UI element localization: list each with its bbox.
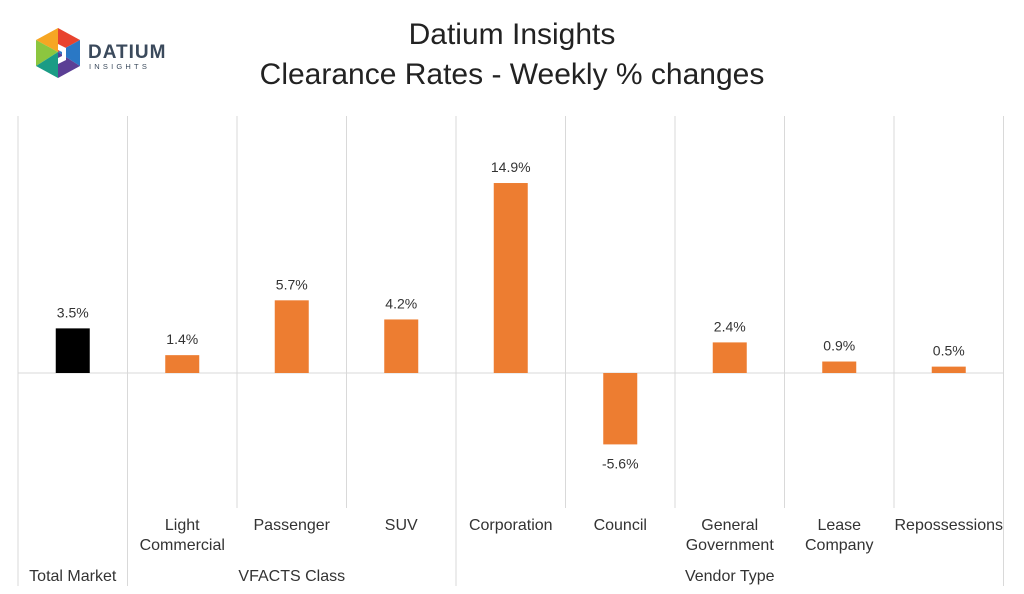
category-label-5-line-1: Council [594, 517, 647, 534]
group-label-2: Vendor Type [685, 568, 775, 585]
value-label-3: 4.2% [385, 295, 417, 311]
logo-wordmark: DATIUM [88, 42, 166, 63]
category-label-3-line-1: SUV [385, 517, 418, 534]
bar-8 [931, 366, 966, 373]
category-labels: Light Commercial Passenger SUV Corporation Co… [140, 517, 1003, 554]
bar-1 [165, 355, 200, 373]
bars [55, 183, 966, 445]
category-label-1-line-1: Light [165, 517, 200, 534]
logo-tagline: INSIGHTS [89, 62, 150, 71]
bar-5 [603, 373, 638, 445]
value-label-2: 5.7% [276, 276, 308, 292]
category-label-2-line-1: Passenger [254, 517, 331, 534]
value-labels: 3.5% 1.4% 5.7% 4.2% 14.9% -5.6% 2.4% 0.9% 0.5% [57, 159, 965, 471]
group-label-1: VFACTS Class [238, 568, 345, 585]
bar-3 [384, 319, 419, 373]
bar-7 [822, 361, 857, 373]
value-label-6: 2.4% [714, 318, 746, 334]
logo-teal-facet [36, 52, 58, 78]
bar-2 [274, 300, 309, 373]
chart-title: Datium Insights Clearance Rates - Weekly … [260, 18, 765, 91]
chart-title-line-1: Datium Insights [409, 18, 616, 51]
datium-logo: DATIUM INSIGHTS [36, 28, 166, 78]
group-label-0: Total Market [29, 568, 117, 585]
value-label-4: 14.9% [491, 159, 531, 175]
bar-0 [55, 328, 90, 373]
logo-blue-facet [58, 40, 80, 66]
logo-d-mark [58, 44, 66, 64]
category-label-7-line-2: Company [805, 537, 873, 554]
value-label-8: 0.5% [933, 343, 965, 359]
category-label-7-line-1: Lease [817, 517, 861, 534]
category-label-1-line-2: Commercial [140, 537, 225, 554]
chart-title-line-2: Clearance Rates - Weekly % changes [260, 58, 765, 91]
value-label-5: -5.6% [602, 455, 639, 471]
logo-green-facet [36, 40, 58, 66]
category-label-6-line-2: Government [686, 537, 775, 554]
value-label-1: 1.4% [166, 331, 198, 347]
category-label-6-line-1: General [701, 517, 758, 534]
category-label-8-line-1: Repossessions [895, 517, 1004, 534]
logo-orange-facet [36, 28, 58, 52]
bar-4 [493, 183, 528, 373]
value-label-0: 3.5% [57, 304, 89, 320]
value-label-7: 0.9% [823, 338, 855, 354]
group-labels: Total Market VFACTS Class Vendor Type [29, 568, 774, 585]
category-label-4-line-1: Corporation [469, 517, 553, 534]
bar-6 [712, 342, 747, 373]
logo-red-facet [58, 28, 80, 52]
